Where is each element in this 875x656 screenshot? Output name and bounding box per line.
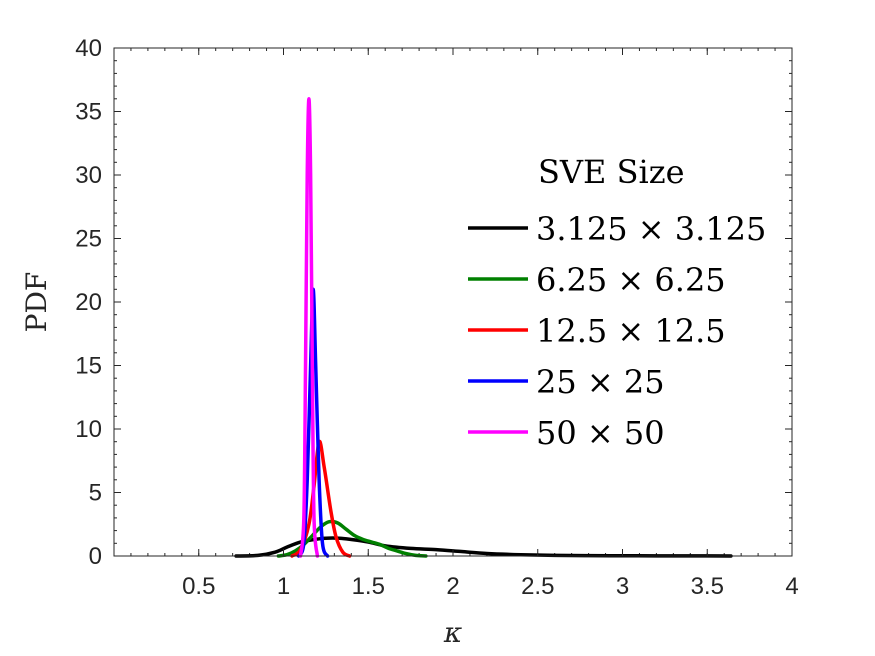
plot-area [114, 48, 792, 556]
y-tick-label: 20 [75, 289, 102, 316]
y-tick-label: 35 [75, 99, 102, 126]
x-tick-label: 0.5 [182, 573, 215, 600]
x-axis: 0.5 1 1.5 2 2.5 3 3.5 4 [182, 48, 799, 600]
x-tick-label: 3 [616, 573, 629, 600]
x-tick-label: 3.5 [691, 573, 724, 600]
y-tick-label: 25 [75, 226, 102, 253]
legend-label: 50 × 50 [536, 414, 665, 452]
legend-label: 25 × 25 [536, 363, 665, 401]
x-axis-label: κ [443, 616, 462, 649]
legend: SVE Size 3.125 × 3.125 6.25 × 6.25 12.5 × … [468, 153, 766, 452]
y-axis: 0 5 10 15 20 25 30 35 40 [75, 35, 792, 570]
x-tick-label: 4 [785, 573, 798, 600]
x-tick-label: 1.5 [352, 573, 385, 600]
x-tick-label: 2.5 [521, 573, 554, 600]
series-layer [234, 97, 733, 558]
x-tick-label: 2 [446, 573, 459, 600]
y-tick-label: 5 [89, 480, 102, 507]
y-tick-label: 10 [75, 416, 102, 443]
y-tick-label: 0 [89, 543, 102, 570]
y-tick-label: 15 [75, 353, 102, 380]
y-axis-label: PDF [20, 272, 53, 333]
y-tick-label: 40 [75, 35, 102, 62]
legend-label: 3.125 × 3.125 [536, 210, 766, 248]
legend-title: SVE Size [538, 153, 685, 191]
legend-label: 12.5 × 12.5 [536, 312, 726, 350]
series-line-5 [298, 97, 320, 558]
y-tick-label: 30 [75, 162, 102, 189]
legend-label: 6.25 × 6.25 [536, 261, 726, 299]
x-tick-label: 1 [277, 573, 290, 600]
